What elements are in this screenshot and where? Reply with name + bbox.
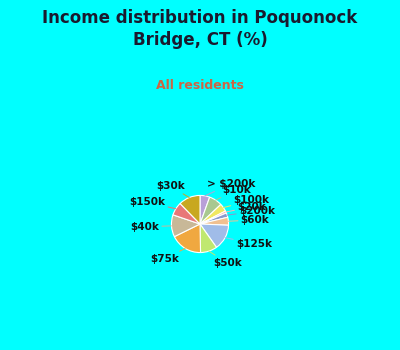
Wedge shape <box>200 224 216 253</box>
Text: > $200k: > $200k <box>205 178 256 196</box>
Text: $150k: $150k <box>129 197 176 209</box>
Text: All residents: All residents <box>156 79 244 92</box>
Wedge shape <box>174 224 200 253</box>
Wedge shape <box>200 211 226 224</box>
Text: $125k: $125k <box>225 238 272 248</box>
Wedge shape <box>200 197 221 224</box>
Text: $200k: $200k <box>227 206 275 216</box>
Wedge shape <box>200 217 228 225</box>
Text: $40k: $40k <box>130 222 172 232</box>
Wedge shape <box>180 195 200 224</box>
Wedge shape <box>200 204 226 224</box>
Wedge shape <box>173 204 200 224</box>
Text: $30k: $30k <box>156 181 189 197</box>
Wedge shape <box>200 224 228 247</box>
Text: $20k: $20k <box>226 202 266 212</box>
Text: Income distribution in Poquonock
Bridge, CT (%): Income distribution in Poquonock Bridge,… <box>42 9 358 49</box>
Wedge shape <box>200 213 228 224</box>
Text: $75k: $75k <box>150 248 185 264</box>
Text: $100k: $100k <box>223 195 270 208</box>
Text: $10k: $10k <box>216 185 251 200</box>
Wedge shape <box>200 195 210 224</box>
Wedge shape <box>172 215 200 237</box>
Text: $50k: $50k <box>209 251 242 268</box>
Text: $60k: $60k <box>228 215 270 225</box>
